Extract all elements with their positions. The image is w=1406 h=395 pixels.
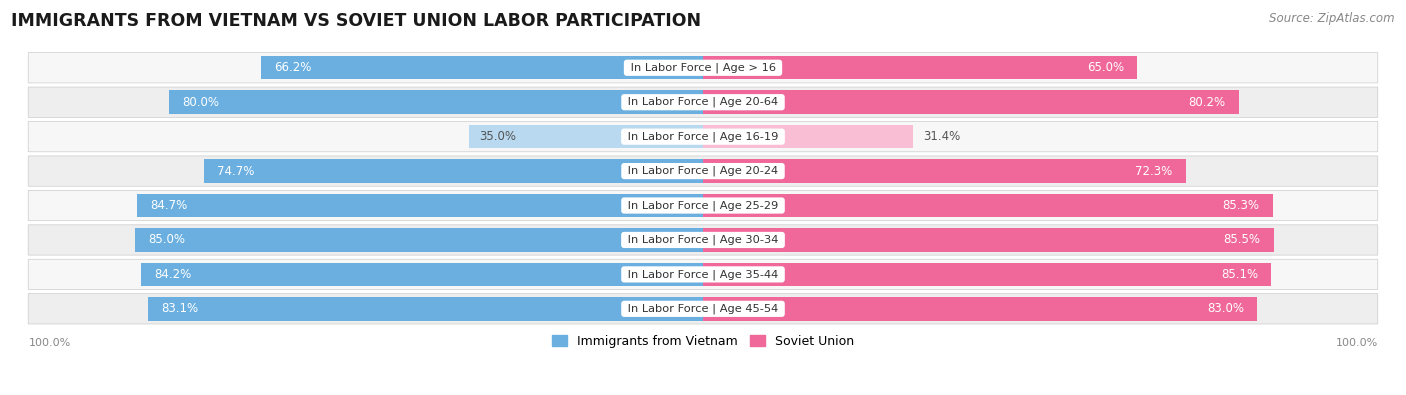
FancyBboxPatch shape (28, 53, 1378, 83)
Bar (204, 159, 703, 183)
Text: 84.2%: 84.2% (153, 268, 191, 281)
Text: 80.0%: 80.0% (181, 96, 219, 109)
Legend: Immigrants from Vietnam, Soviet Union: Immigrants from Vietnam, Soviet Union (547, 330, 859, 353)
Text: 85.3%: 85.3% (1222, 199, 1260, 212)
Bar (141, 263, 703, 286)
Text: In Labor Force | Age 45-54: In Labor Force | Age 45-54 (624, 304, 782, 314)
Bar (135, 228, 703, 252)
Bar (138, 194, 703, 217)
Bar (703, 125, 912, 149)
Text: In Labor Force | Age 20-64: In Labor Force | Age 20-64 (624, 97, 782, 107)
Bar (703, 228, 1274, 252)
FancyBboxPatch shape (28, 122, 1378, 152)
Bar (703, 56, 1137, 79)
Bar (703, 90, 1239, 114)
Text: In Labor Force | Age 35-44: In Labor Force | Age 35-44 (624, 269, 782, 280)
Text: In Labor Force | Age 20-24: In Labor Force | Age 20-24 (624, 166, 782, 176)
Text: 31.4%: 31.4% (922, 130, 960, 143)
Bar (703, 159, 1185, 183)
FancyBboxPatch shape (28, 156, 1378, 186)
Text: 74.7%: 74.7% (218, 165, 254, 178)
Bar (148, 297, 703, 320)
Text: In Labor Force | Age 30-34: In Labor Force | Age 30-34 (624, 235, 782, 245)
Text: 85.0%: 85.0% (149, 233, 186, 246)
Text: 83.1%: 83.1% (162, 302, 198, 315)
FancyBboxPatch shape (28, 190, 1378, 221)
Text: 100.0%: 100.0% (1336, 338, 1378, 348)
Text: In Labor Force | Age 16-19: In Labor Force | Age 16-19 (624, 132, 782, 142)
Text: 84.7%: 84.7% (150, 199, 188, 212)
Text: 35.0%: 35.0% (479, 130, 516, 143)
Text: IMMIGRANTS FROM VIETNAM VS SOVIET UNION LABOR PARTICIPATION: IMMIGRANTS FROM VIETNAM VS SOVIET UNION … (11, 12, 702, 30)
Text: Source: ZipAtlas.com: Source: ZipAtlas.com (1270, 12, 1395, 25)
Text: 100.0%: 100.0% (28, 338, 70, 348)
Bar (703, 297, 1257, 320)
Text: 72.3%: 72.3% (1135, 165, 1173, 178)
Text: 65.0%: 65.0% (1087, 61, 1123, 74)
Text: 80.2%: 80.2% (1188, 96, 1226, 109)
Bar (260, 56, 703, 79)
Text: 83.0%: 83.0% (1206, 302, 1244, 315)
Text: 85.1%: 85.1% (1220, 268, 1258, 281)
Bar (703, 194, 1272, 217)
Bar (169, 90, 703, 114)
FancyBboxPatch shape (28, 259, 1378, 290)
Text: In Labor Force | Age > 16: In Labor Force | Age > 16 (627, 62, 779, 73)
FancyBboxPatch shape (28, 293, 1378, 324)
Text: 66.2%: 66.2% (274, 61, 312, 74)
FancyBboxPatch shape (28, 225, 1378, 255)
Bar (470, 125, 703, 149)
FancyBboxPatch shape (28, 87, 1378, 117)
Bar (703, 263, 1271, 286)
Text: In Labor Force | Age 25-29: In Labor Force | Age 25-29 (624, 200, 782, 211)
Text: 85.5%: 85.5% (1223, 233, 1261, 246)
